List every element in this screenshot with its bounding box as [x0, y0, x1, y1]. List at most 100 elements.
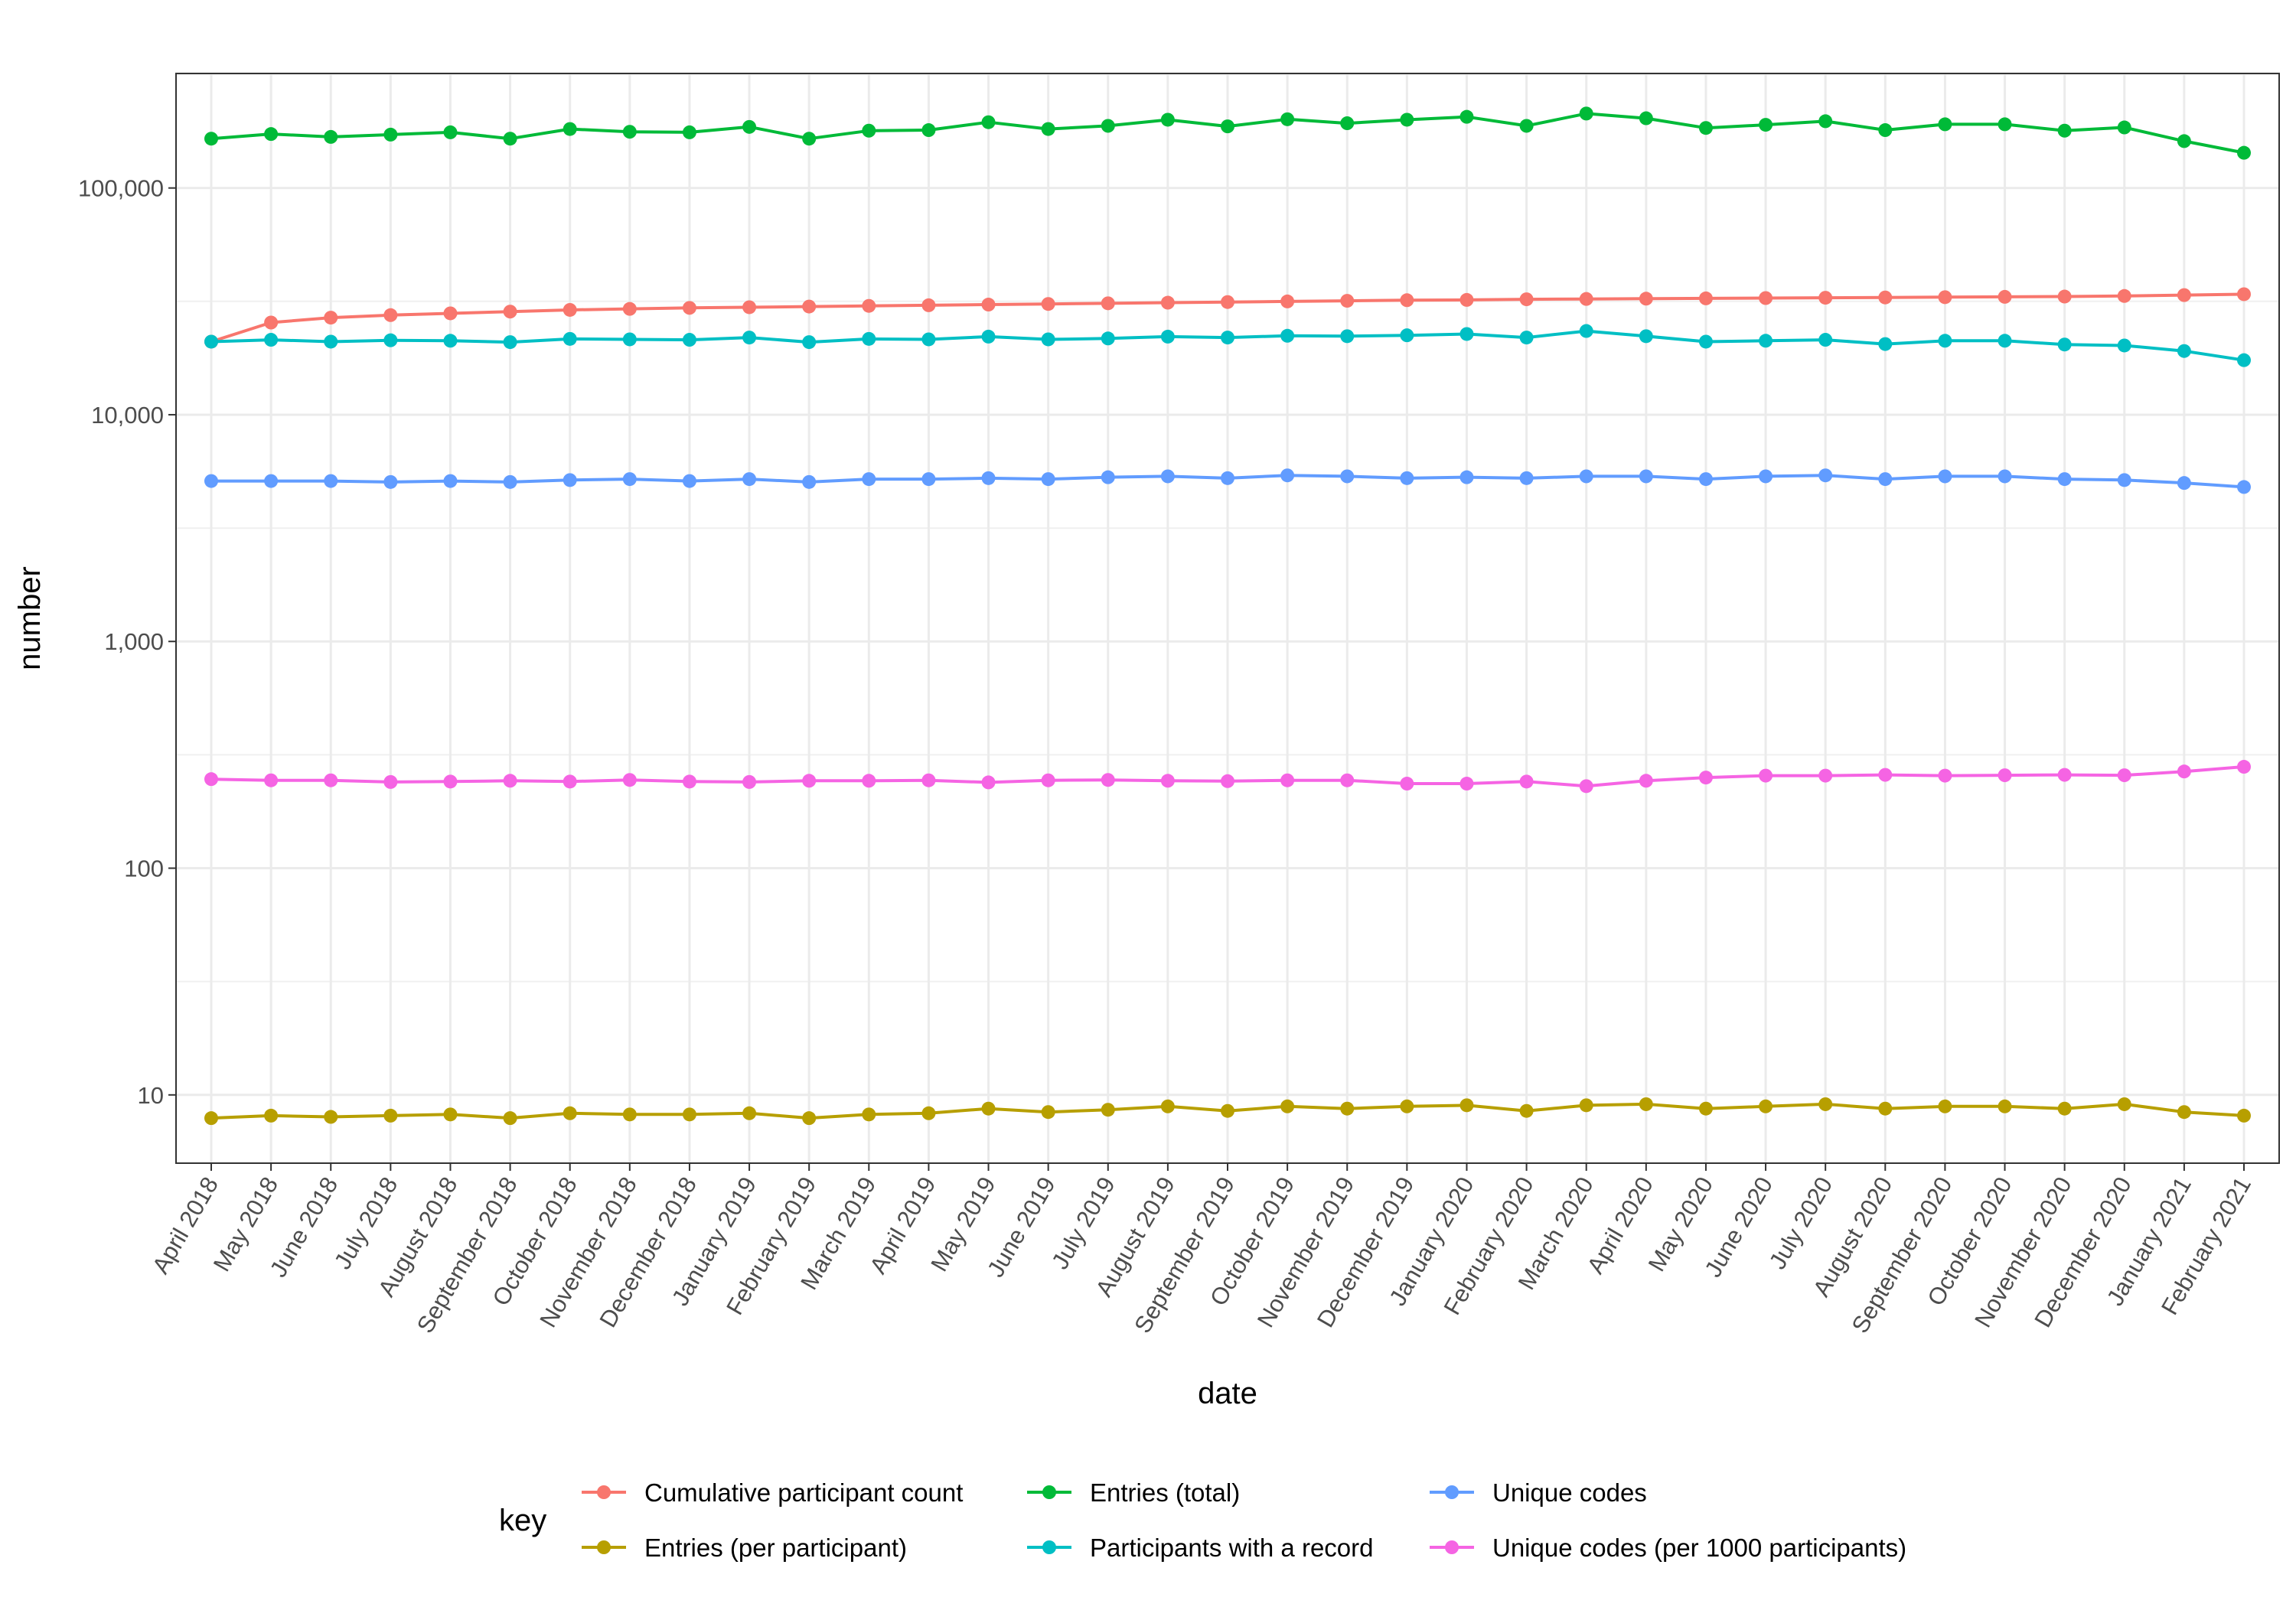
data-point-unique-codes: [1818, 468, 1833, 483]
y-axis: 10 100 1,000 10,000 100,000: [78, 175, 176, 1109]
data-point-unique-codes: [862, 472, 876, 487]
data-point-participants-with-a-record: [204, 334, 218, 349]
data-point-unique-codes: [1579, 469, 1593, 484]
data-point-cumulative-participant-count: [862, 298, 876, 313]
data-point-entries-total: [1698, 121, 1713, 135]
data-point-cumulative-participant-count: [802, 299, 817, 314]
data-point-entries-per-participant: [264, 1108, 279, 1123]
legend-item-unique-codes: Unique codes: [1430, 1478, 1647, 1507]
data-point-cumulative-participant-count: [1459, 292, 1474, 307]
legend-item-unique-codes-per-1000-participants: Unique codes (per 1000 participants): [1430, 1534, 1906, 1562]
legend: key Cumulative participant count Entries …: [499, 1478, 1906, 1562]
data-point-unique-codes: [1698, 472, 1713, 487]
data-point-entries-total: [1101, 119, 1115, 133]
data-point-unique-codes-per-1000-participants: [2237, 760, 2251, 774]
legend-label: Unique codes: [1492, 1478, 1647, 1507]
data-point-entries-total: [1160, 112, 1175, 127]
data-point-entries-per-participant: [1459, 1098, 1474, 1113]
data-point-unique-codes-per-1000-participants: [682, 774, 696, 789]
data-point-unique-codes: [682, 474, 696, 488]
data-point-participants-with-a-record: [1280, 328, 1295, 343]
data-point-participants-with-a-record: [503, 335, 517, 350]
data-point-cumulative-participant-count: [921, 298, 936, 312]
data-point-entries-total: [1041, 122, 1055, 136]
data-point-unique-codes-per-1000-participants: [1938, 768, 1952, 783]
data-point-unique-codes-per-1000-participants: [1101, 773, 1115, 787]
data-point-cumulative-participant-count: [2117, 288, 2131, 303]
data-point-entries-total: [742, 119, 757, 134]
data-point-participants-with-a-record: [1938, 334, 1952, 348]
data-point-entries-per-participant: [1340, 1101, 1355, 1116]
data-point-participants-with-a-record: [563, 331, 577, 346]
data-point-participants-with-a-record: [2057, 337, 2072, 352]
data-point-unique-codes-per-1000-participants: [324, 773, 338, 787]
data-point-entries-per-participant: [862, 1107, 876, 1122]
legend-key-point: [597, 1540, 611, 1554]
data-point-unique-codes: [383, 474, 398, 489]
data-point-unique-codes: [1938, 469, 1952, 484]
data-point-participants-with-a-record: [2117, 338, 2131, 353]
data-point-entries-total: [1878, 123, 1893, 138]
data-point-unique-codes-per-1000-participants: [981, 775, 996, 790]
data-point-unique-codes-per-1000-participants: [1160, 774, 1175, 788]
data-point-entries-total: [503, 132, 517, 146]
data-point-cumulative-participant-count: [383, 308, 398, 322]
data-point-cumulative-participant-count: [1041, 297, 1055, 311]
data-point-participants-with-a-record: [981, 329, 996, 344]
data-point-entries-total: [1818, 114, 1833, 129]
data-point-unique-codes-per-1000-participants: [921, 773, 936, 787]
data-point-cumulative-participant-count: [682, 301, 696, 315]
data-point-unique-codes: [742, 472, 757, 487]
data-point-entries-total: [1280, 112, 1295, 126]
data-point-entries-total: [1221, 119, 1234, 134]
data-point-unique-codes-per-1000-participants: [1400, 777, 1414, 791]
data-point-unique-codes: [1998, 469, 2012, 484]
data-point-entries-per-participant: [1698, 1101, 1713, 1116]
data-point-unique-codes: [921, 472, 936, 487]
data-point-participants-with-a-record: [1041, 332, 1055, 347]
data-point-unique-codes-per-1000-participants: [1280, 773, 1295, 787]
data-point-entries-total: [2117, 120, 2131, 135]
y-tick-label: 1,000: [104, 628, 164, 655]
data-point-participants-with-a-record: [1221, 331, 1234, 345]
data-point-participants-with-a-record: [921, 332, 936, 347]
data-point-entries-per-participant: [2057, 1101, 2072, 1116]
data-point-unique-codes-per-1000-participants: [1459, 777, 1474, 791]
data-point-cumulative-participant-count: [1400, 293, 1414, 308]
y-tick-label: 10,000: [91, 402, 164, 429]
data-point-entries-total: [1759, 118, 1773, 132]
data-point-unique-codes: [1041, 472, 1055, 487]
data-point-unique-codes: [1759, 469, 1773, 484]
data-point-entries-total: [324, 129, 338, 144]
data-point-participants-with-a-record: [862, 331, 876, 346]
legend-key-point: [1042, 1485, 1056, 1499]
data-point-entries-per-participant: [1400, 1099, 1414, 1113]
data-point-cumulative-participant-count: [1998, 289, 2012, 304]
data-point-unique-codes-per-1000-participants: [264, 773, 279, 787]
data-point-unique-codes: [1221, 471, 1234, 485]
data-point-unique-codes-per-1000-participants: [1579, 779, 1593, 794]
data-point-entries-total: [2177, 134, 2191, 148]
data-point-unique-codes: [2117, 473, 2131, 487]
data-point-participants-with-a-record: [443, 334, 458, 348]
data-point-cumulative-participant-count: [1160, 295, 1175, 310]
data-point-entries-per-participant: [1160, 1099, 1175, 1113]
data-point-entries-per-participant: [383, 1108, 398, 1123]
data-point-unique-codes-per-1000-participants: [802, 774, 817, 788]
data-point-entries-total: [383, 127, 398, 142]
data-point-participants-with-a-record: [802, 335, 817, 350]
data-point-unique-codes-per-1000-participants: [503, 774, 517, 788]
data-point-unique-codes: [1459, 470, 1474, 484]
legend-label: Entries (total): [1090, 1478, 1240, 1507]
data-point-unique-codes-per-1000-participants: [2057, 768, 2072, 782]
data-point-entries-per-participant: [2117, 1097, 2131, 1111]
data-point-participants-with-a-record: [1519, 331, 1534, 345]
data-point-entries-per-participant: [1579, 1098, 1593, 1113]
data-point-unique-codes: [2237, 480, 2251, 494]
data-point-participants-with-a-record: [2177, 344, 2191, 358]
data-point-unique-codes-per-1000-participants: [1759, 768, 1773, 783]
data-point-entries-total: [2057, 123, 2072, 138]
data-point-unique-codes: [264, 474, 279, 488]
data-point-unique-codes: [1280, 468, 1295, 483]
